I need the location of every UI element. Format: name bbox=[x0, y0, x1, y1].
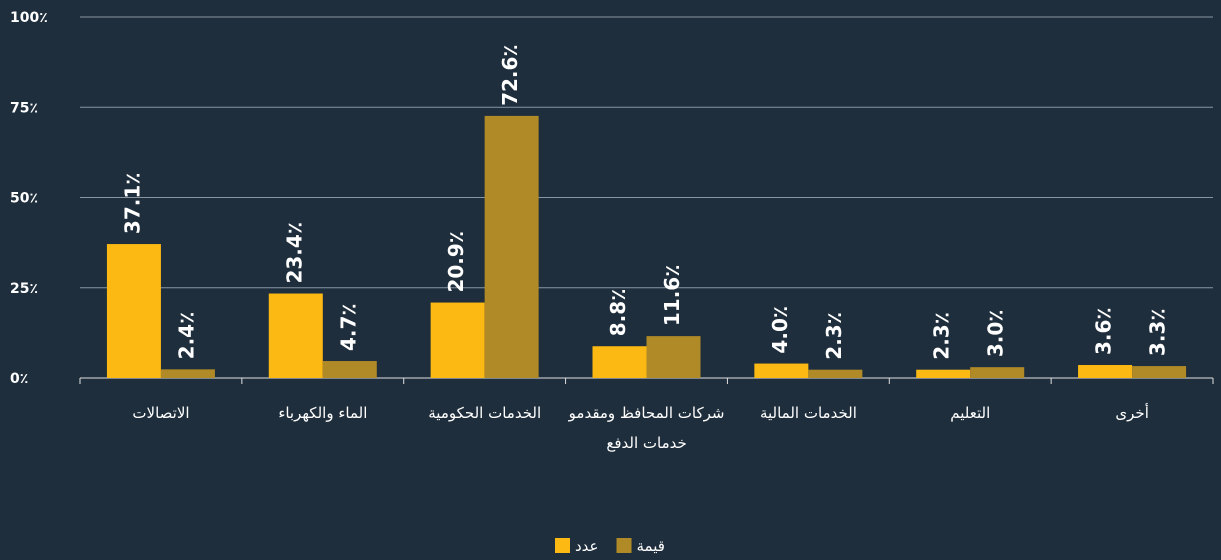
value-label: 20.9٪ bbox=[444, 231, 468, 293]
y-tick-label: 0٪ bbox=[10, 371, 28, 387]
y-tick-label: 25٪ bbox=[10, 281, 38, 297]
bar bbox=[916, 369, 971, 378]
x-tick-label: شركات المحافظ ومقدمو خدمات الدفع bbox=[568, 404, 725, 452]
bar bbox=[106, 244, 161, 378]
x-tick-label: الخدمات الحكومية bbox=[428, 404, 542, 422]
bar bbox=[970, 367, 1025, 378]
x-tick-label: الاتصالات bbox=[132, 404, 190, 422]
y-tick-label: 75٪ bbox=[10, 100, 38, 116]
x-tick-label: الماء والكهرباء bbox=[278, 404, 368, 422]
value-label: 3.6٪ bbox=[1092, 307, 1116, 355]
legend-label: عدد bbox=[575, 537, 599, 555]
bar bbox=[592, 346, 647, 378]
value-label: 37.1٪ bbox=[120, 173, 144, 235]
legend-swatch bbox=[555, 538, 570, 553]
value-label: 3.3٪ bbox=[1146, 308, 1170, 356]
x-tick-label: أخرى bbox=[1115, 404, 1149, 422]
value-label: 3.0٪ bbox=[984, 310, 1008, 358]
bar bbox=[1078, 365, 1133, 378]
value-label: 2.4٪ bbox=[174, 312, 198, 360]
value-label: 4.7٪ bbox=[336, 303, 360, 351]
bar bbox=[1132, 366, 1187, 378]
y-tick-label: 100٪ bbox=[10, 10, 48, 26]
value-label: 72.6٪ bbox=[498, 44, 522, 106]
legend-swatch bbox=[616, 538, 632, 553]
bar bbox=[484, 115, 539, 378]
x-tick-label: التعليم bbox=[950, 404, 991, 422]
value-label: 11.6٪ bbox=[660, 265, 684, 327]
bar bbox=[160, 369, 215, 378]
bar bbox=[268, 293, 323, 378]
bar bbox=[808, 369, 863, 378]
bar bbox=[430, 302, 485, 378]
value-label: 2.3٪ bbox=[822, 312, 846, 360]
value-label: 2.3٪ bbox=[930, 312, 954, 360]
y-tick-label: 50٪ bbox=[10, 191, 38, 207]
legend-label: قيمة bbox=[637, 537, 665, 555]
bar bbox=[646, 336, 701, 378]
x-tick-label: الخدمات المالية bbox=[759, 404, 857, 422]
value-label: 23.4٪ bbox=[282, 222, 306, 284]
bar bbox=[754, 363, 809, 378]
value-label: 4.0٪ bbox=[768, 306, 792, 354]
bar bbox=[322, 361, 377, 378]
value-label: 8.8٪ bbox=[606, 289, 630, 337]
